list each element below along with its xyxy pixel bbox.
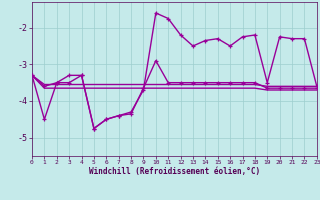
X-axis label: Windchill (Refroidissement éolien,°C): Windchill (Refroidissement éolien,°C) xyxy=(89,167,260,176)
